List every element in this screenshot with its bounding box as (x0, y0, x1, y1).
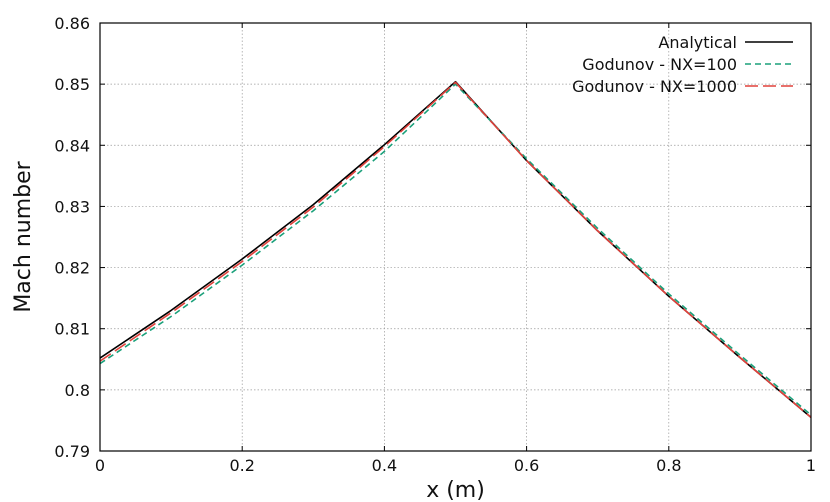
legend: Analytical Godunov - NX=100 Godunov - NX=1… (572, 33, 793, 96)
plot-frame (99, 22, 812, 452)
y-tick-label: 0.85 (54, 75, 90, 94)
y-tick-label: 0.84 (54, 136, 90, 155)
series-line (99, 81, 812, 419)
legend-label: Godunov - NX=1000 (572, 77, 737, 96)
x-tick-label: 1 (806, 456, 816, 475)
y-tick-label: 0.83 (54, 197, 90, 216)
legend-label: Analytical (658, 33, 737, 52)
x-axis-title: x (m) (426, 478, 485, 502)
y-tick-label: 0.81 (54, 320, 90, 339)
x-tick-label: 0.4 (372, 456, 397, 475)
x-tick-label: 0 (95, 456, 105, 475)
y-tick-label: 0.86 (54, 14, 90, 33)
series-group (99, 80, 812, 419)
y-axis-title: Mach number (11, 160, 36, 312)
ticks: 0 0.2 0.4 0.6 0.8 10.790.80.810.820.830.840.8… (54, 14, 816, 475)
series-line (99, 83, 812, 416)
series-line (99, 80, 812, 419)
grid (100, 23, 811, 451)
x-tick-label: 0.6 (514, 456, 539, 475)
legend-label: Godunov - NX=100 (582, 55, 737, 74)
x-tick-label: 0.8 (656, 456, 681, 475)
y-tick-label: 0.82 (54, 259, 90, 278)
x-tick-label: 0.2 (229, 456, 254, 475)
y-tick-label: 0.8 (65, 381, 90, 400)
y-tick-label: 0.79 (54, 442, 90, 461)
